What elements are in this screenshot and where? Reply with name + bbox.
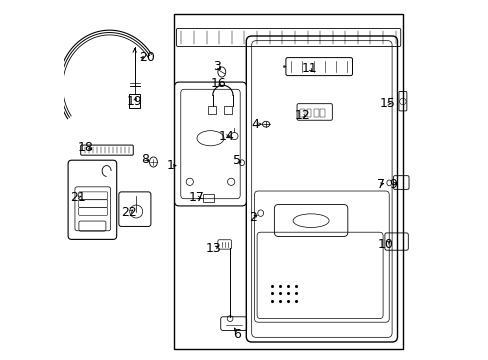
Text: 11: 11: [301, 62, 317, 75]
Bar: [320, 109, 325, 117]
FancyBboxPatch shape: [246, 36, 397, 342]
Text: 19: 19: [126, 95, 142, 108]
Text: 5: 5: [233, 154, 241, 167]
Text: 13: 13: [205, 242, 222, 255]
Bar: [208, 106, 216, 114]
Bar: [306, 109, 311, 117]
Text: 16: 16: [210, 77, 226, 90]
Bar: [223, 106, 231, 114]
Text: 17: 17: [189, 191, 204, 204]
Text: 1: 1: [166, 159, 174, 172]
Text: 4: 4: [251, 118, 259, 131]
Text: 12: 12: [294, 109, 309, 122]
Bar: [129, 94, 140, 108]
Bar: [203, 194, 213, 202]
Bar: [313, 109, 318, 117]
Text: 2: 2: [249, 211, 257, 224]
Text: 15: 15: [379, 97, 395, 110]
Text: 10: 10: [377, 238, 393, 251]
Text: 3: 3: [213, 60, 221, 73]
Text: 8: 8: [141, 153, 149, 166]
Text: 9: 9: [388, 178, 396, 191]
Text: 6: 6: [233, 328, 241, 341]
Bar: [300, 109, 305, 117]
Text: 22: 22: [121, 206, 137, 219]
FancyBboxPatch shape: [174, 82, 246, 206]
Text: 14: 14: [218, 130, 234, 143]
Text: 20: 20: [139, 51, 155, 64]
Text: 7: 7: [376, 178, 384, 191]
Bar: [174, 14, 402, 349]
Text: 18: 18: [78, 141, 94, 154]
Text: 21: 21: [70, 191, 86, 204]
